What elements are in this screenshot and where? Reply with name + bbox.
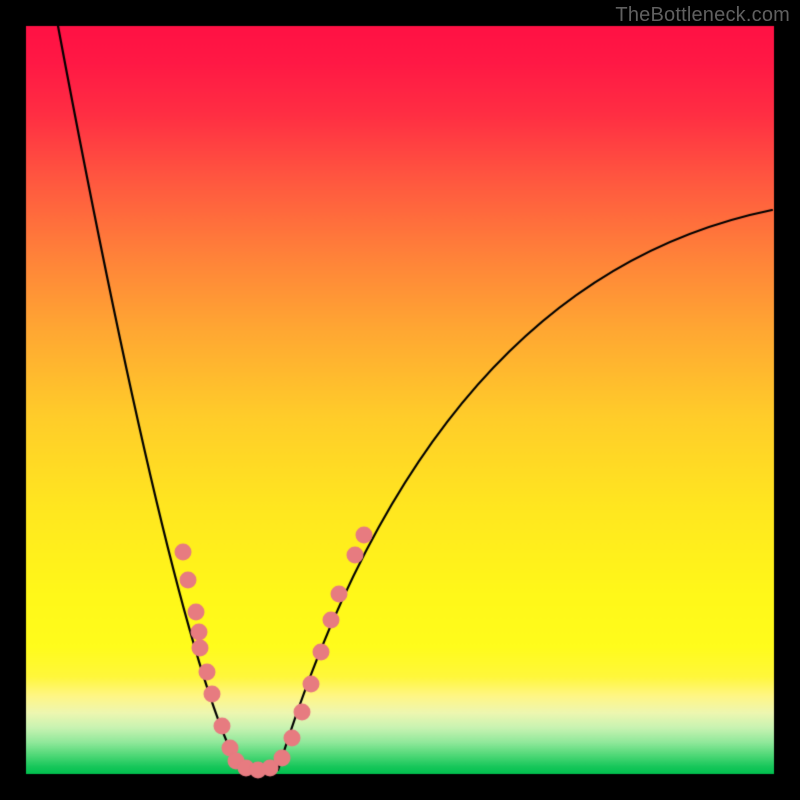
attribution-label: TheBottleneck.com — [615, 4, 790, 27]
chart-container: TheBottleneck.com — [0, 0, 800, 800]
bottleneck-curve-chart — [0, 0, 800, 800]
